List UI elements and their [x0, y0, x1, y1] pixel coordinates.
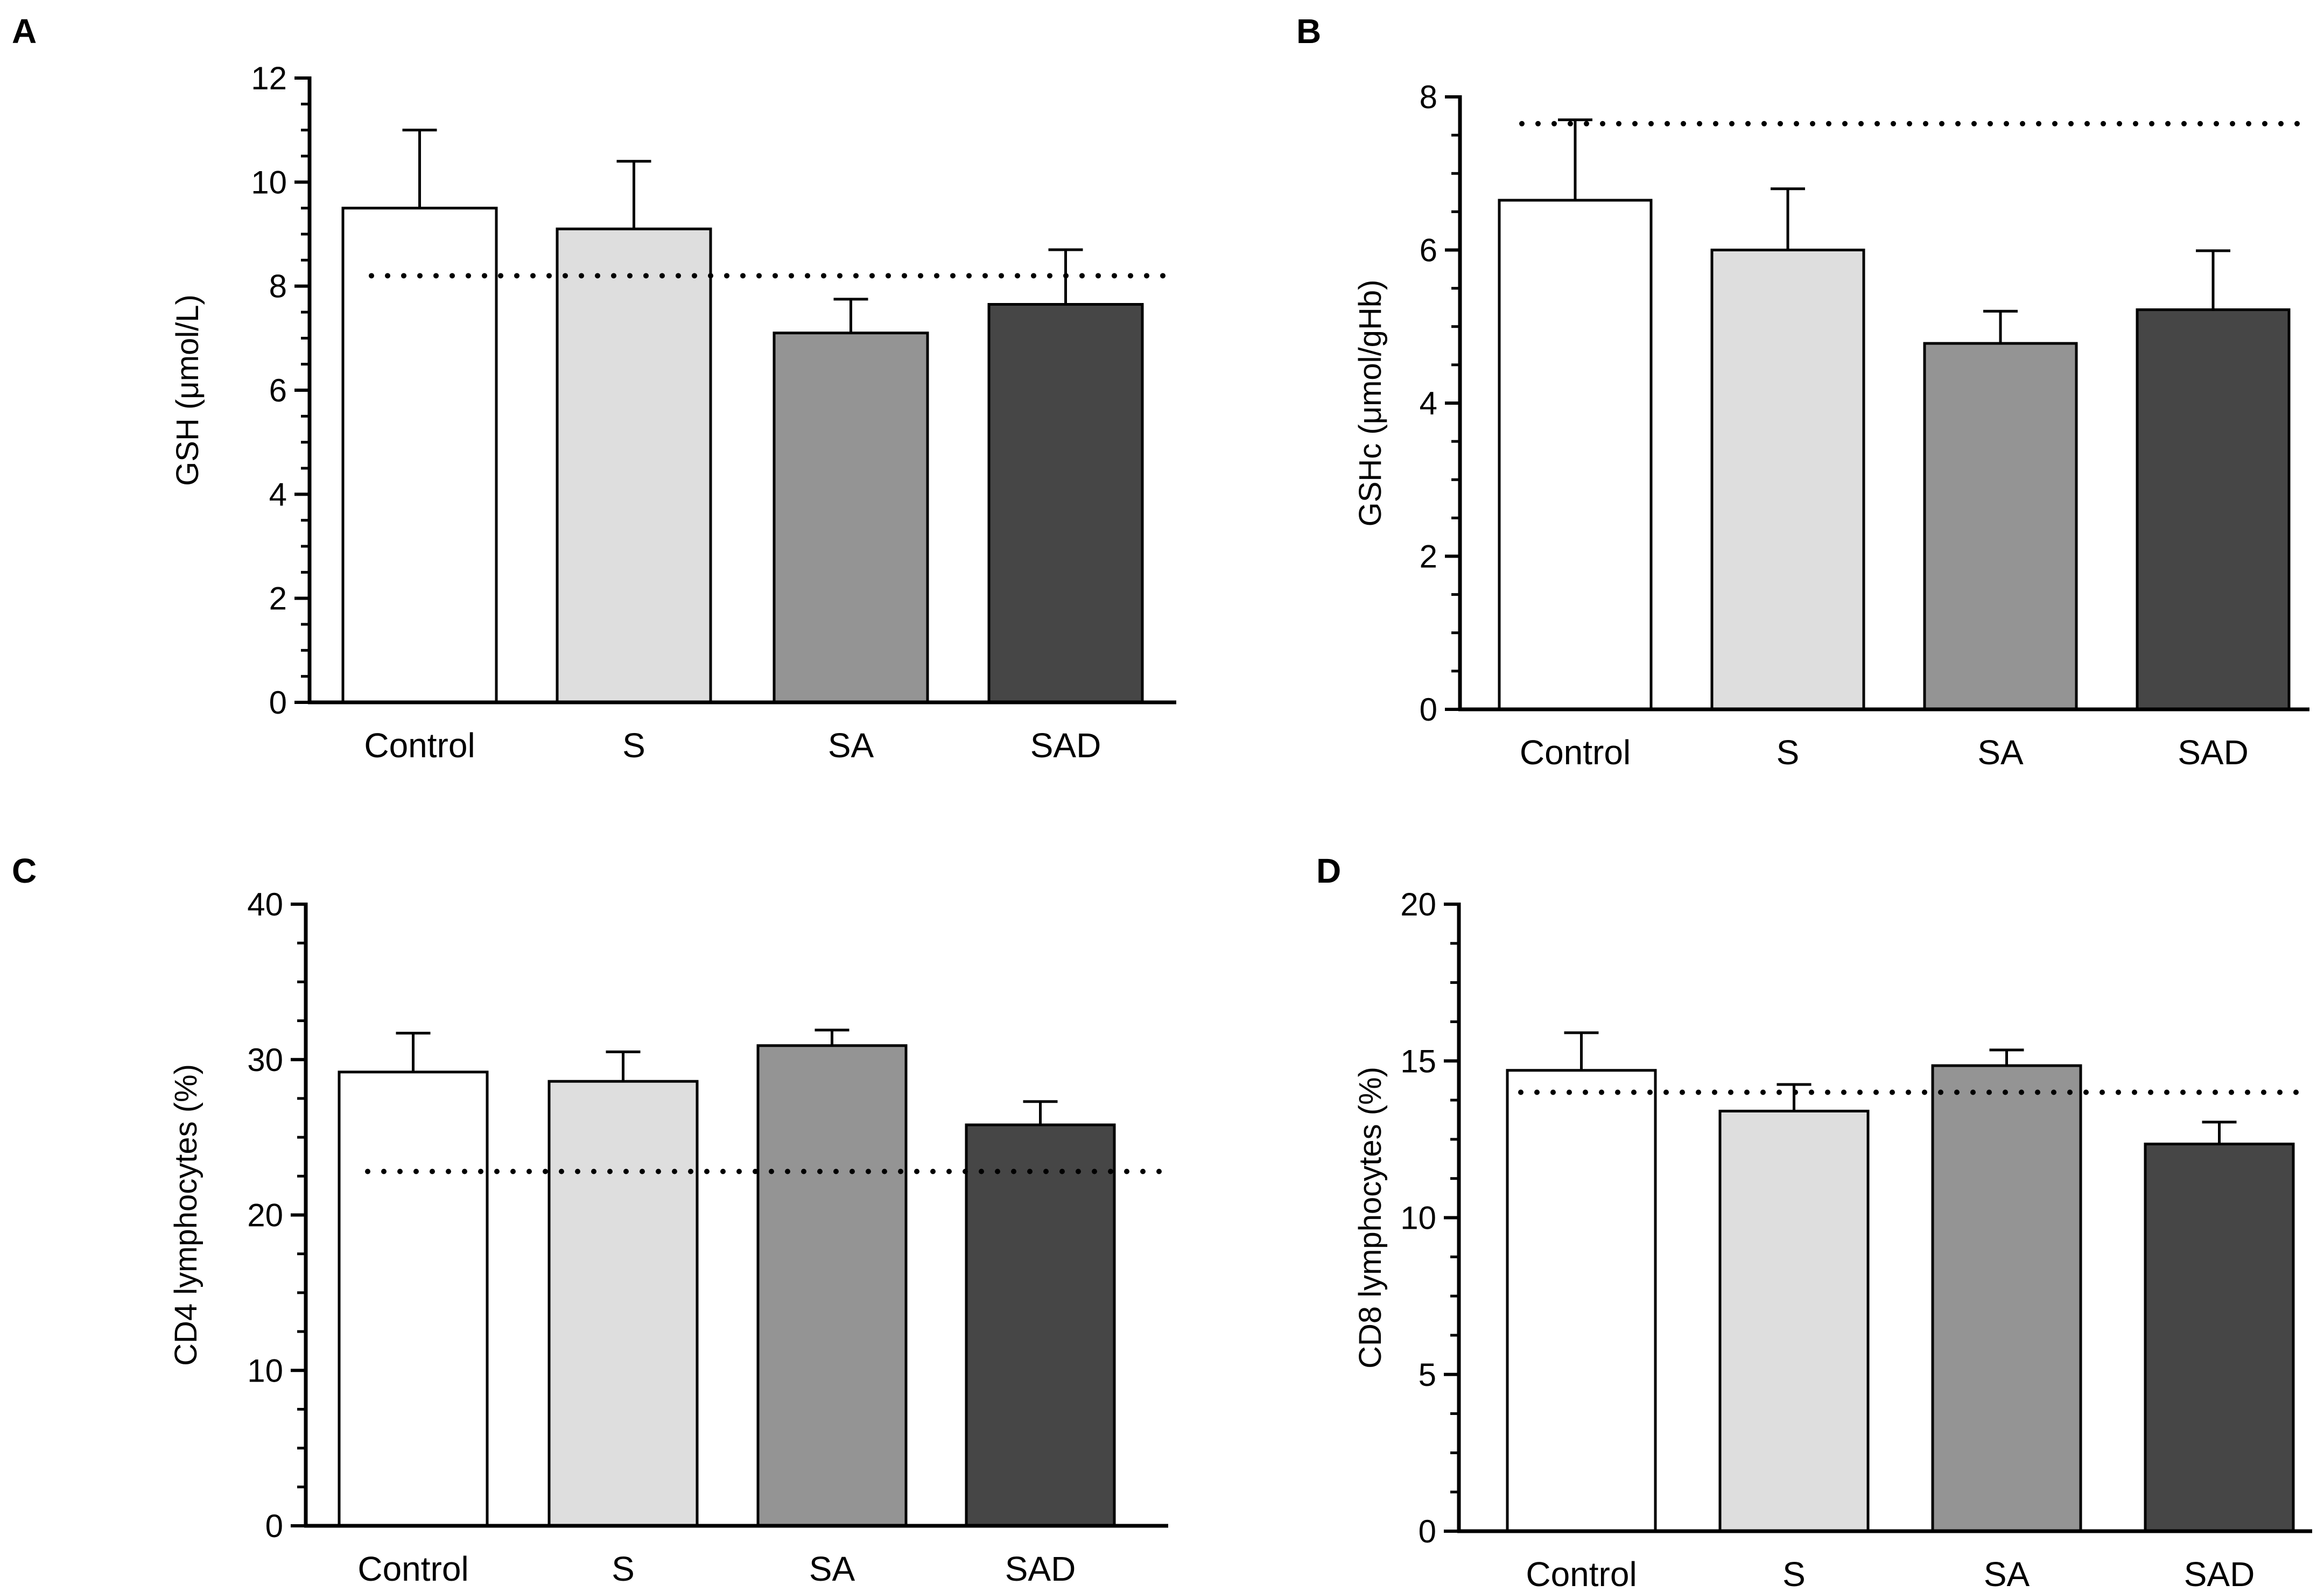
y-axis-title-a: GSH (μmol/L) [170, 294, 205, 486]
y-tick-label-b-3: 6 [1420, 233, 1437, 269]
category-label-b-control: Control [1520, 733, 1631, 772]
y-tick-label-a-2: 4 [269, 476, 287, 512]
y-tick-label-d-3: 15 [1400, 1043, 1436, 1079]
y-tick-label-b-0: 0 [1420, 692, 1437, 728]
bar-d-sad [2144, 1143, 2295, 1533]
panel-letter-c: C [12, 851, 37, 890]
panel-letter-d: D [1316, 851, 1341, 890]
category-label-c-sad: SAD [1005, 1549, 1076, 1588]
y-tick-label-c-3: 30 [247, 1042, 283, 1078]
category-label-a-s: S [622, 726, 645, 765]
panel-letter-b: B [1296, 12, 1321, 51]
y-tick-label-d-2: 10 [1400, 1200, 1436, 1236]
category-label-a-control: Control [364, 726, 475, 765]
y-tick-label-d-4: 20 [1400, 886, 1436, 922]
y-tick-label-b-2: 4 [1420, 385, 1437, 421]
y-tick-label-b-4: 8 [1420, 79, 1437, 115]
y-tick-label-a-6: 12 [251, 60, 287, 96]
category-label-c-control: Control [357, 1549, 468, 1588]
bar-a-control [341, 207, 498, 704]
y-tick-label-a-3: 6 [269, 372, 287, 408]
category-label-b-sad: SAD [2178, 733, 2249, 772]
bar-b-sad [2136, 308, 2291, 711]
y-tick-label-b-1: 2 [1420, 539, 1437, 575]
category-label-d-s: S [1782, 1555, 1806, 1592]
bar-b-sa [1923, 342, 2078, 711]
bar-c-sa [756, 1044, 908, 1527]
y-axis-title-d: CD8 lymphocytes (%) [1353, 1067, 1388, 1369]
panel-c: C Control S SA SAD 0 10 20 30 40 CD4 lymphocytes … [12, 851, 1168, 1588]
y-tick-label-c-4: 40 [247, 886, 283, 922]
panel-a: A Control S SA SAD 0 2 4 6 8 10 12 GSH (μmol/L) [12, 12, 1176, 765]
y-axis-title-c: CD4 lymphocytes (%) [168, 1064, 203, 1366]
category-label-b-s: S [1777, 733, 1800, 772]
bar-d-sa [1931, 1064, 2082, 1533]
bar-c-s [547, 1080, 699, 1527]
panel-letter-a: A [12, 12, 37, 51]
bar-a-sad [987, 303, 1144, 704]
category-label-d-sa: SA [1984, 1555, 2030, 1592]
y-tick-label-a-0: 0 [269, 685, 287, 721]
y-tick-label-c-0: 0 [265, 1508, 283, 1544]
y-tick-label-c-1: 10 [247, 1353, 283, 1389]
category-label-c-s: S [612, 1549, 635, 1588]
bar-c-control [338, 1070, 489, 1527]
panel-d: D Control S SA SAD 0 5 10 15 20 CD8 lymphocytes (… [1316, 851, 2312, 1592]
bar-b-s [1710, 249, 1865, 711]
category-label-a-sad: SAD [1030, 726, 1101, 765]
bar-a-s [556, 227, 712, 704]
y-axis-title-b: GSHc (μmol/gHb) [1353, 280, 1388, 527]
bar-d-control [1506, 1069, 1657, 1533]
y-tick-label-d-1: 5 [1419, 1357, 1436, 1393]
bar-a-sa [773, 332, 929, 704]
category-label-b-sa: SA [1977, 733, 2024, 772]
y-tick-label-d-0: 0 [1419, 1513, 1436, 1549]
y-tick-label-c-2: 20 [247, 1197, 283, 1234]
category-label-c-sa: SA [809, 1549, 855, 1588]
bar-d-s [1718, 1109, 1870, 1533]
panel-b: B Control S SA SAD 0 2 4 6 8 GSHc (μmol/gHb) [1296, 12, 2309, 772]
bar-c-sad [965, 1123, 1116, 1527]
category-label-a-sa: SA [828, 726, 874, 765]
y-tick-label-a-4: 8 [269, 269, 287, 305]
y-tick-label-a-1: 2 [269, 581, 287, 617]
category-label-d-sad: SAD [2184, 1555, 2255, 1592]
y-tick-label-a-5: 10 [251, 164, 287, 200]
bar-b-control [1498, 199, 1653, 711]
category-label-d-control: Control [1526, 1555, 1637, 1592]
